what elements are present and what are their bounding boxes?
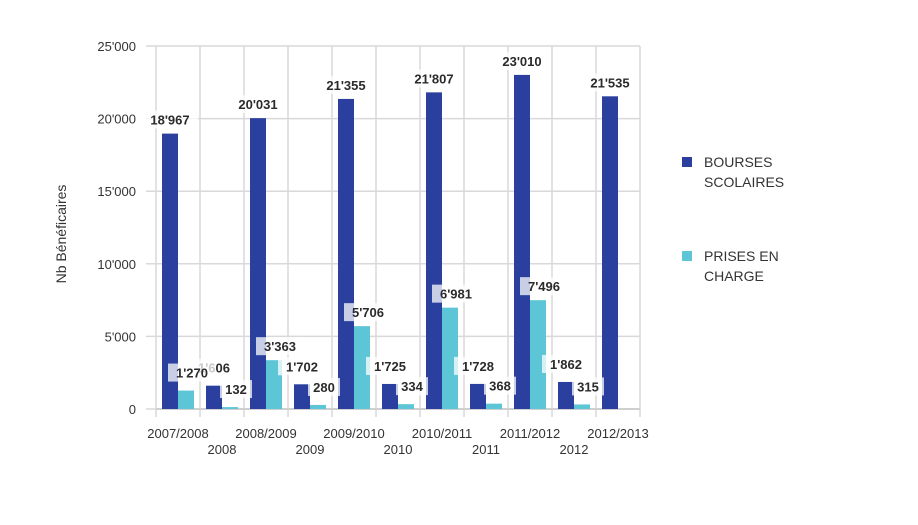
data-label-bg	[406, 69, 462, 88]
legend-swatch-prises-icon	[682, 251, 692, 261]
data-label-bg	[432, 284, 480, 303]
bars	[162, 74, 618, 410]
data-label-bg	[454, 356, 502, 375]
bar-bourses	[470, 383, 486, 409]
data-label-bg	[168, 363, 216, 382]
data-label: 132	[225, 382, 247, 397]
legend-label-prises-line1: PRISES EN	[704, 248, 779, 264]
data-label: 21'355	[326, 78, 365, 93]
y-axis-title: Nb Bénéficaires	[53, 185, 69, 284]
bar-bourses	[162, 133, 178, 409]
data-label: 3'363	[264, 339, 296, 354]
data-label: 23'010	[502, 54, 541, 69]
bar-bourses	[294, 384, 310, 409]
data-labels: 18'9671'60620'0311'70221'3551'72521'8071…	[142, 51, 638, 399]
data-label-bg	[366, 356, 414, 375]
bar-prises	[222, 407, 238, 409]
data-label-bg	[256, 337, 304, 356]
legend: BOURSES SCOLAIRES PRISES EN CHARGE	[682, 152, 842, 340]
data-label: 1'270	[176, 366, 208, 381]
data-label: 7'496	[528, 279, 560, 294]
bar-prises	[442, 307, 458, 409]
x-tick-label: 2008	[208, 442, 237, 457]
data-label: 6'981	[440, 287, 472, 302]
data-label-bg	[308, 377, 340, 396]
data-label: 368	[489, 379, 511, 394]
data-label-bg	[542, 354, 590, 373]
x-tick-label: 2011/2012	[500, 426, 561, 441]
y-tick-label: 0	[129, 402, 136, 417]
bar-prises	[354, 326, 370, 409]
data-label-bg	[318, 75, 374, 94]
data-label: 1'725	[374, 359, 406, 374]
data-label-bg	[230, 95, 286, 114]
y-tick-label: 25'000	[97, 39, 136, 54]
legend-item-prises-en-charge[interactable]: PRISES EN CHARGE	[682, 246, 842, 286]
x-tick-label: 2012/2013	[587, 426, 648, 441]
data-label: 21'535	[590, 75, 629, 90]
legend-label-bourses-line1: BOURSES	[704, 154, 773, 170]
bar-bourses	[426, 92, 442, 409]
y-tick-label: 15'000	[97, 184, 136, 199]
bar-prises	[178, 390, 194, 409]
bar-prises	[486, 403, 502, 409]
bar-prises	[574, 404, 590, 409]
y-tick-label: 5'000	[105, 329, 136, 344]
bar-bourses	[382, 383, 398, 409]
bar-prises	[310, 404, 326, 409]
data-label-bg	[220, 380, 252, 399]
x-tick-label: 2007/2008	[147, 426, 208, 441]
x-tick-label: 2009	[296, 442, 325, 457]
data-label: 1'862	[550, 357, 582, 372]
data-label-bg	[278, 357, 326, 376]
bar-bourses	[338, 98, 354, 409]
data-label-bg	[494, 51, 550, 70]
bar-bourses	[514, 74, 530, 409]
data-label: 280	[313, 380, 335, 395]
bar-bourses	[250, 118, 266, 410]
data-label-bg	[484, 376, 516, 395]
data-label: 334	[401, 379, 423, 394]
data-label-bg	[572, 377, 604, 396]
x-tick-label: 2010/2011	[412, 426, 473, 441]
data-label: 1'728	[462, 359, 494, 374]
x-tick-label: 2009/2010	[323, 426, 384, 441]
bar-bourses	[602, 96, 618, 409]
bar-bourses	[206, 385, 222, 409]
data-label: 1'702	[286, 359, 318, 374]
x-tick-label: 2011	[472, 442, 500, 457]
y-tick-label: 20'000	[97, 112, 136, 127]
axes: 05'00010'00015'00020'00025'0002007/20082…	[97, 39, 648, 457]
data-label-bg	[396, 377, 428, 396]
data-label: 5'706	[352, 305, 384, 320]
bar-prises	[398, 404, 414, 409]
y-tick-label: 10'000	[97, 257, 136, 272]
data-label-bg	[142, 110, 198, 129]
bar-bourses	[558, 381, 574, 409]
data-label: 18'967	[150, 113, 189, 128]
legend-label-bourses-line2: SCOLAIRES	[704, 174, 785, 190]
data-label-bg	[344, 303, 392, 322]
data-label: 315	[577, 379, 599, 394]
legend-swatch-bourses-icon	[682, 157, 692, 167]
data-label-bg	[520, 277, 568, 296]
data-label: 21'807	[414, 71, 453, 86]
data-label-bg	[582, 73, 638, 92]
legend-item-bourses-scolaires[interactable]: BOURSES SCOLAIRES	[682, 152, 842, 192]
bar-prises	[530, 300, 546, 409]
x-tick-label: 2012	[560, 442, 589, 457]
data-label: 20'031	[238, 97, 277, 112]
x-tick-label: 2010	[384, 442, 413, 457]
legend-label-prises-line2: CHARGE	[704, 268, 764, 284]
x-tick-label: 2008/2009	[235, 426, 296, 441]
